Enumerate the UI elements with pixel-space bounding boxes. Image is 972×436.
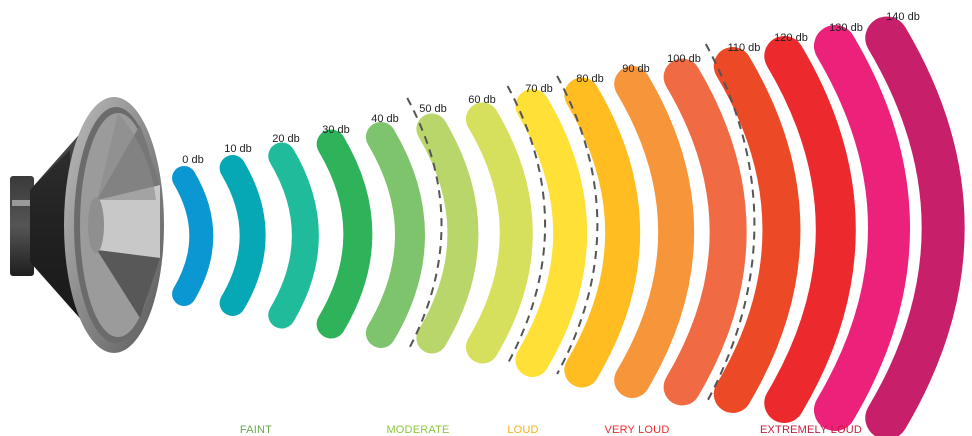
db-label: 130 db bbox=[829, 22, 863, 34]
db-label: 140 db bbox=[886, 11, 920, 23]
db-label: 80 db bbox=[576, 73, 604, 85]
db-label: 0 db bbox=[182, 154, 203, 166]
speaker-icon bbox=[10, 97, 164, 353]
category-labels: FAINT MODERATE LOUD VERY LOUD EXTREMELY LOUD bbox=[240, 424, 862, 436]
sound-wave-6 bbox=[465, 102, 533, 364]
sound-wave-2 bbox=[268, 142, 319, 329]
sound-wave-4 bbox=[365, 122, 425, 348]
sound-wave-9 bbox=[614, 66, 695, 398]
sound-wave-11 bbox=[713, 47, 801, 413]
db-label: 20 db bbox=[272, 133, 300, 145]
category-label: FAINT bbox=[240, 424, 272, 436]
sound-wave-8 bbox=[564, 77, 641, 388]
category-dividers bbox=[406, 43, 756, 405]
sound-wave-0 bbox=[172, 166, 214, 306]
category-divider-0 bbox=[406, 97, 443, 353]
db-label: 30 db bbox=[322, 124, 350, 136]
db-label: 110 db bbox=[728, 42, 761, 54]
category-divider-3 bbox=[704, 43, 756, 405]
category-divider-2 bbox=[556, 75, 599, 375]
sound-wave-12 bbox=[764, 36, 856, 423]
db-label: 90 db bbox=[622, 63, 650, 75]
category-label: VERY LOUD bbox=[605, 424, 670, 436]
sound-wave-7 bbox=[515, 89, 588, 377]
sound-wave-5 bbox=[416, 113, 479, 354]
db-label: 100 db bbox=[667, 53, 701, 65]
sound-wave-14 bbox=[865, 16, 965, 436]
category-label: EXTREMELY LOUD bbox=[760, 424, 862, 436]
db-label: 50 db bbox=[419, 103, 447, 115]
sound-wave-10 bbox=[663, 58, 747, 406]
sound-waves bbox=[172, 16, 965, 436]
category-label: MODERATE bbox=[386, 424, 449, 436]
sound-wave-3 bbox=[316, 129, 373, 339]
sound-wave-13 bbox=[813, 25, 910, 431]
db-label: 120 db bbox=[774, 32, 808, 44]
sound-wave-1 bbox=[219, 155, 266, 316]
db-label: 10 db bbox=[224, 143, 252, 155]
category-label: LOUD bbox=[507, 424, 538, 436]
decibel-labels: 0 db 10 db 20 db 30 db 40 db 50 db 60 db 70 db 8… bbox=[182, 11, 920, 166]
db-label: 60 db bbox=[468, 94, 496, 106]
db-label: 70 db bbox=[525, 83, 553, 95]
db-label: 40 db bbox=[371, 113, 399, 125]
category-divider-1 bbox=[506, 85, 547, 365]
